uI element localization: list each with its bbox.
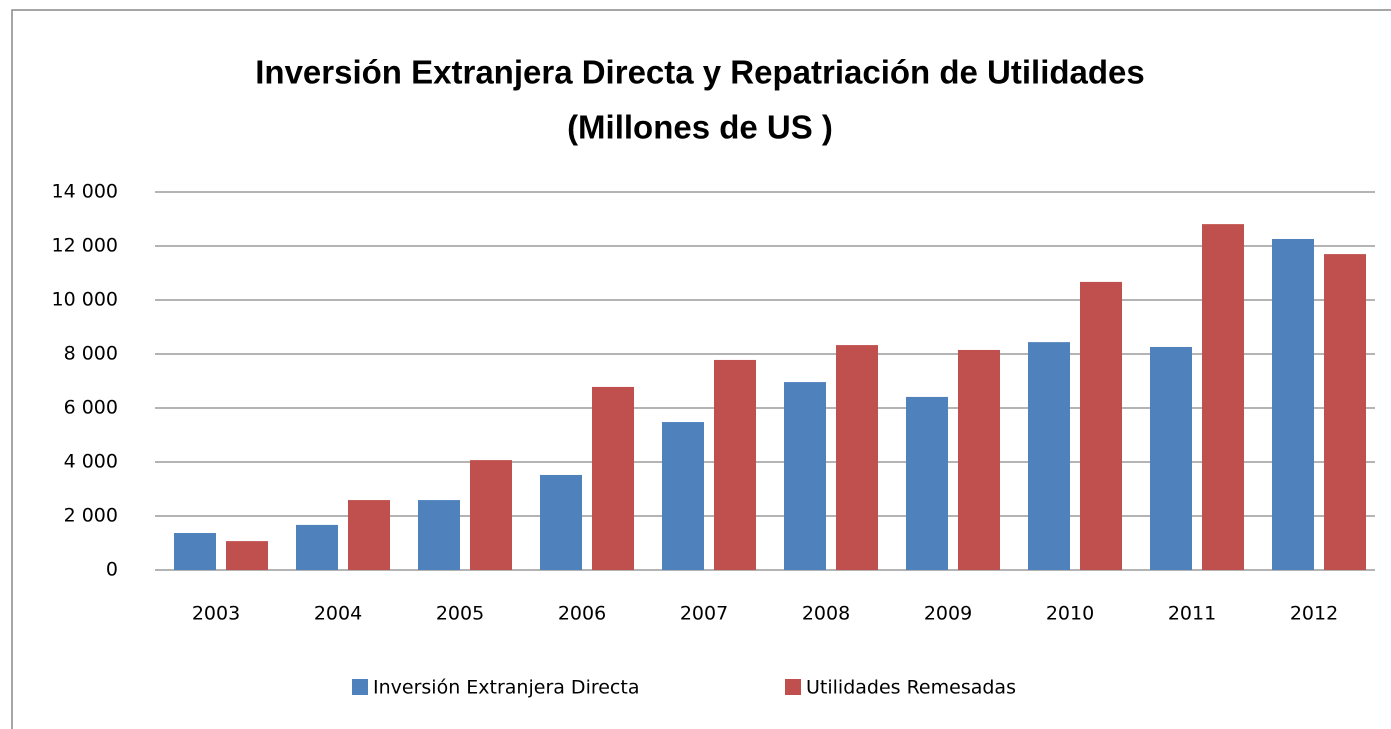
chart-title: Inversión Extranjera Directa y Repatriac…	[255, 54, 1145, 91]
bar	[174, 533, 216, 570]
x-tick-label: 2008	[802, 603, 850, 625]
y-tick-label: 2 000	[64, 505, 118, 527]
bar	[714, 359, 756, 570]
bar	[906, 396, 948, 570]
y-tick-label: 4 000	[64, 451, 118, 473]
legend-swatch	[785, 679, 801, 695]
bar	[1272, 238, 1314, 571]
legend-label: Inversión Extranjera Directa	[373, 677, 639, 699]
x-tick-label: 2003	[192, 603, 240, 625]
bar	[1150, 346, 1192, 570]
x-tick-label: 2007	[680, 603, 728, 625]
bar	[1202, 224, 1244, 570]
bar	[470, 460, 512, 570]
x-tick-label: 2005	[436, 603, 484, 625]
y-tick-label: 0	[106, 559, 118, 581]
bar	[958, 349, 1000, 570]
bar	[1324, 254, 1366, 570]
x-tick-label: 2010	[1046, 603, 1094, 625]
x-tick-label: 2006	[558, 603, 606, 625]
bar	[784, 382, 826, 570]
bar	[836, 345, 878, 570]
chart-subtitle: (Millones de US )	[567, 109, 833, 146]
bar	[348, 500, 390, 570]
bar	[662, 422, 704, 570]
bar	[540, 474, 582, 570]
legend-label: Utilidades Remesadas	[806, 677, 1016, 699]
y-tick-label: 10 000	[52, 289, 118, 311]
y-tick-label: 14 000	[52, 181, 118, 203]
y-tick-label: 12 000	[52, 235, 118, 257]
bar	[1028, 342, 1070, 570]
y-tick-label: 8 000	[64, 343, 118, 365]
y-tick-label: 6 000	[64, 397, 118, 419]
x-tick-label: 2012	[1290, 603, 1338, 625]
bar	[296, 524, 338, 570]
x-tick-label: 2004	[314, 603, 362, 625]
bar	[418, 500, 460, 570]
x-tick-label: 2011	[1168, 603, 1216, 625]
bar	[1080, 281, 1122, 570]
bar	[226, 541, 268, 570]
bar	[592, 386, 634, 570]
x-tick-label: 2009	[924, 603, 972, 625]
legend-swatch	[352, 679, 368, 695]
